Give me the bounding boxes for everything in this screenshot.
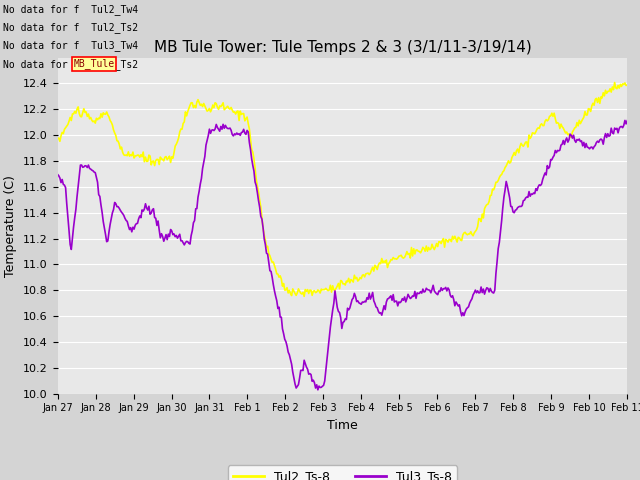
Tul2_Ts-8	[325, 287, 333, 293]
Y-axis label: Temperature (C): Temperature (C)	[4, 175, 17, 276]
Tul2_Ts-8	[623, 82, 631, 88]
Tul3_Ts-8	[611, 125, 618, 131]
Text: No data for f  Tul3_Ts2: No data for f Tul3_Ts2	[3, 59, 138, 70]
Tul3_Ts-8	[363, 295, 371, 300]
Text: No data for f  Tul2_Tw4: No data for f Tul2_Tw4	[3, 4, 138, 15]
Line: Tul3_Ts-8: Tul3_Ts-8	[58, 120, 627, 390]
X-axis label: Time: Time	[327, 419, 358, 432]
Tul2_Ts-8	[611, 80, 618, 85]
Tul3_Ts-8	[325, 334, 333, 340]
Text: MB_Tule: MB_Tule	[74, 58, 115, 69]
Text: No data for f  Tul2_Ts2: No data for f Tul2_Ts2	[3, 22, 138, 33]
Legend: Tul2_Ts-8, Tul3_Ts-8: Tul2_Ts-8, Tul3_Ts-8	[228, 465, 457, 480]
Tul3_Ts-8	[329, 307, 337, 313]
Tul2_Ts-8	[522, 139, 529, 145]
Tul3_Ts-8	[621, 118, 628, 123]
Tul2_Ts-8	[394, 255, 402, 261]
Tul2_Ts-8	[329, 283, 337, 288]
Tul2_Ts-8	[54, 136, 61, 142]
Tul2_Ts-8	[363, 271, 371, 276]
Tul3_Ts-8	[522, 195, 529, 201]
Text: No data for f  Tul3_Tw4: No data for f Tul3_Tw4	[3, 40, 138, 51]
Tul3_Ts-8	[54, 171, 61, 177]
Tul3_Ts-8	[394, 303, 402, 309]
Line: Tul2_Ts-8: Tul2_Ts-8	[58, 83, 627, 296]
Tul2_Ts-8	[300, 293, 308, 299]
Tul3_Ts-8	[623, 118, 631, 124]
Tul3_Ts-8	[314, 387, 322, 393]
Title: MB Tule Tower: Tule Temps 2 & 3 (3/1/11-3/19/14): MB Tule Tower: Tule Temps 2 & 3 (3/1/11-…	[154, 40, 531, 55]
Tul2_Ts-8	[612, 85, 620, 91]
